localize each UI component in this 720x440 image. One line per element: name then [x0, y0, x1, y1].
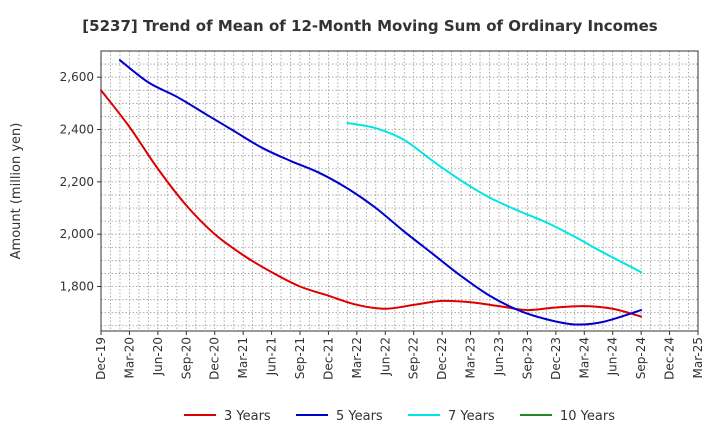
y-axis-label: Amount (million yen) — [9, 123, 24, 260]
legend-label-10-years: 10 Years — [560, 409, 615, 424]
x-tick-label: Dec-23 — [549, 337, 563, 380]
x-tick-label: Sep-23 — [520, 337, 534, 379]
series-line-7-years — [346, 121, 643, 274]
x-tick-label: Sep-24 — [634, 337, 648, 379]
x-tick-label: Dec-22 — [435, 337, 449, 380]
y-tick-label: 2,600 — [60, 70, 94, 84]
x-tick-label: Mar-21 — [236, 337, 250, 378]
series-layer — [100, 59, 643, 326]
x-tick-label: Mar-22 — [350, 337, 364, 378]
x-axis-ticks: Dec-19 Mar-20 Jun-20 Sep-20 Dec-20 Mar-21 Jun-… — [94, 331, 705, 380]
chart-title: [5237] Trend of Mean of 12-Month Moving … — [82, 17, 657, 35]
x-tick-label: Dec-19 — [94, 337, 108, 380]
x-tick-label: Jun-23 — [492, 337, 506, 376]
x-tick-label: Dec-20 — [208, 337, 222, 380]
y-tick-label: 1,800 — [60, 280, 94, 294]
x-tick-label: Jun-22 — [378, 337, 392, 376]
x-tick-label: Dec-24 — [663, 337, 677, 380]
x-tick-label: Jun-24 — [606, 337, 620, 376]
x-tick-label: Mar-20 — [122, 337, 136, 378]
y-tick-label: 2,200 — [60, 175, 94, 189]
x-tick-label: Jun-21 — [265, 337, 279, 376]
legend-label-3-years: 3 Years — [224, 409, 271, 424]
series-line-3-years — [100, 89, 643, 318]
legend-label-5-years: 5 Years — [336, 409, 383, 424]
x-tick-label: Mar-25 — [691, 337, 705, 378]
y-axis-ticks: 1,800 2,000 2,200 2,400 2,600 — [60, 70, 101, 294]
series-line-5-years — [118, 59, 643, 326]
x-tick-label: Sep-21 — [293, 337, 307, 379]
grid — [101, 51, 698, 331]
x-tick-label: Sep-20 — [179, 337, 193, 379]
x-tick-label: Mar-23 — [464, 337, 478, 378]
x-tick-label: Sep-22 — [407, 337, 421, 379]
legend-label-7-years: 7 Years — [448, 409, 495, 424]
plot-area — [100, 50, 699, 332]
x-tick-label: Jun-20 — [151, 337, 165, 376]
y-tick-label: 2,400 — [60, 123, 94, 137]
y-tick-label: 2,000 — [60, 227, 94, 241]
x-tick-label: Dec-21 — [321, 337, 335, 380]
legend: 3 Years 5 Years 7 Years 10 Years — [184, 409, 615, 424]
x-tick-label: Mar-24 — [577, 337, 591, 378]
